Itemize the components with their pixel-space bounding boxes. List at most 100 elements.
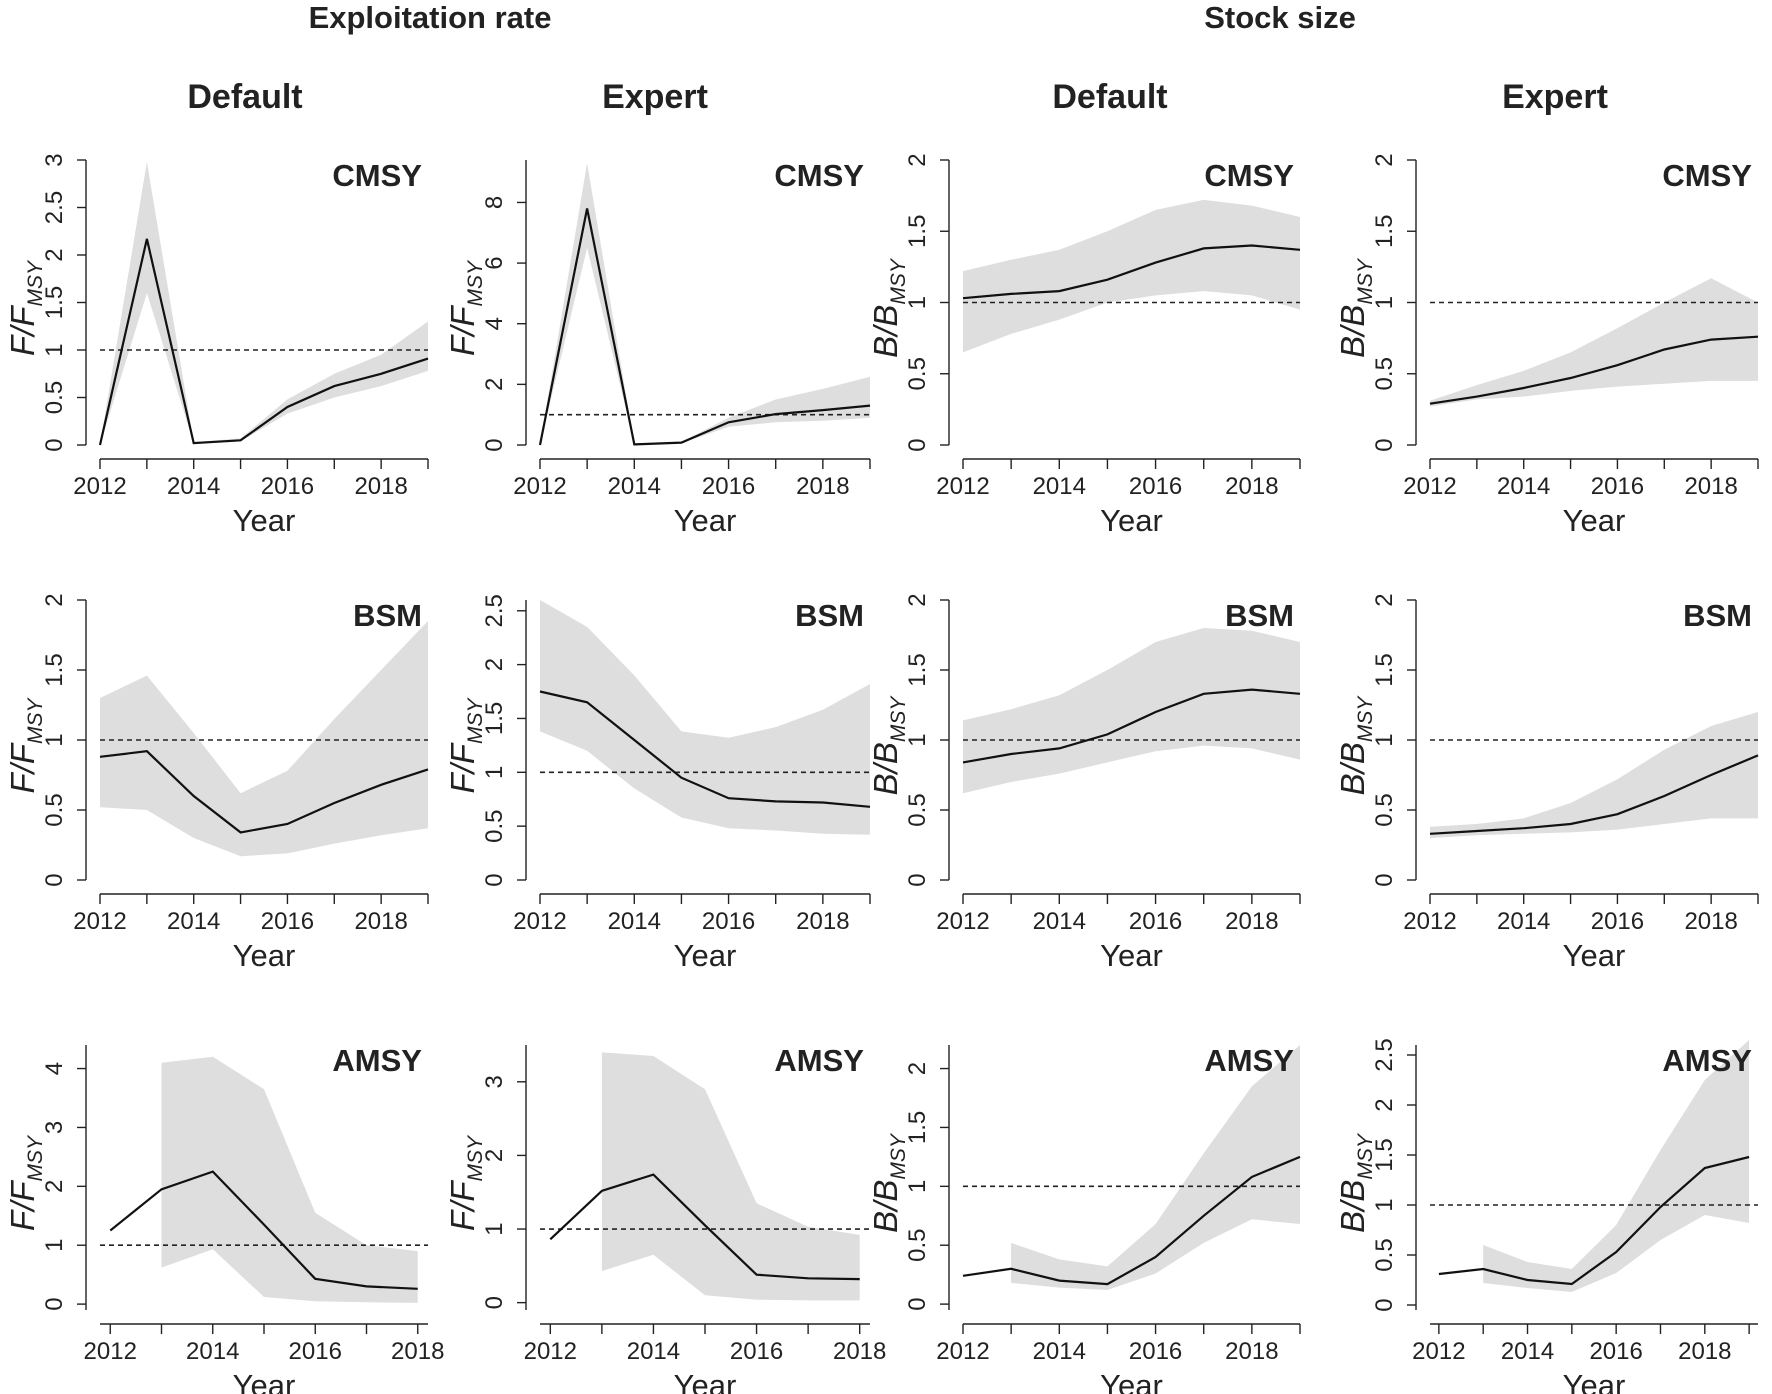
x-tick-label: 2018: [1678, 1338, 1731, 1365]
section-title-stock-size: Stock size: [1204, 0, 1356, 35]
y-tick-label: 1.5: [904, 215, 931, 248]
y-axis-title-main: F/F: [444, 1180, 481, 1231]
x-tick-label: 2012: [936, 473, 989, 500]
y-axis-title-subscript: MSY: [24, 1134, 47, 1182]
y-tick-label: 1: [904, 733, 931, 746]
y-tick-label: 1.5: [1371, 215, 1398, 248]
y-tick-label: 0.5: [41, 793, 68, 826]
y-tick-label: 2: [41, 1180, 68, 1193]
y-axis-title-main: F/F: [4, 305, 41, 356]
x-tick-label: 2014: [608, 473, 661, 500]
median-line: [1429, 754, 1759, 835]
y-tick-label: 1.5: [41, 286, 68, 319]
y-axis-title-subscript: MSY: [1354, 1132, 1377, 1180]
y-axis-title-main: B/B: [867, 305, 904, 358]
y-axis-title-main: B/B: [867, 742, 904, 795]
panel-exploitation-default-bsm: 2012 2014 2016 2018 0 0.5 1 1.5 2 F/FMSY Year BSM: [4, 593, 429, 973]
y-axis-title-main: B/B: [1334, 305, 1371, 358]
y-axis-title-subscript: MSY: [1354, 257, 1377, 305]
median-line: [1429, 335, 1759, 405]
y-axis-title-main: F/F: [444, 742, 481, 793]
y-tick-label: 2: [41, 593, 68, 606]
y-tick-label: 0: [481, 873, 508, 886]
y-tick-label: 0: [904, 1297, 931, 1310]
y-tick-label: 3: [481, 1075, 508, 1088]
y-axis-title: F/FMSY: [4, 259, 47, 356]
confidence-band: [1430, 278, 1758, 407]
x-axis-title: Year: [233, 1368, 296, 1394]
y-axis-title-main: B/B: [1334, 1180, 1371, 1233]
median-line: [98, 238, 429, 446]
panel-label-cmsy: CMSY: [774, 158, 864, 193]
panel-stock-default-bsm: 2012 2014 2016 2018 0 0.5 1 1.5 2 B/BMSY Year BSM: [867, 593, 1301, 973]
panel-exploitation-expert-cmsy: 2012 2014 2016 2018 0 2 4 6 8 F/FMSY Year CMSY: [444, 158, 871, 538]
y-tick-label: 3: [41, 1121, 68, 1134]
y-tick-label: 0: [1371, 438, 1398, 451]
y-axis-title-main: F/F: [4, 742, 41, 793]
y-tick-label: 1: [904, 296, 931, 309]
x-axis-title: Year: [1563, 503, 1626, 538]
x-tick-label: 2016: [702, 473, 755, 500]
x-axis-title: Year: [1563, 1368, 1626, 1394]
x-tick-label: 2016: [1589, 1338, 1642, 1365]
y-axis-title: F/FMSY: [4, 1134, 47, 1231]
y-axis-title: F/FMSY: [4, 697, 47, 794]
median-line: [962, 1155, 1301, 1286]
panel-label-amsy: AMSY: [774, 1043, 864, 1078]
column-title-stock-default: Default: [1052, 78, 1168, 116]
confidence-band: [1011, 1045, 1300, 1290]
y-tick-label: 1: [481, 766, 508, 779]
y-axis-title-subscript: MSY: [464, 259, 487, 307]
panel-label-amsy: AMSY: [1662, 1043, 1752, 1078]
x-tick-label: 2016: [1591, 473, 1644, 500]
x-tick-label: 2018: [1225, 1338, 1278, 1365]
y-tick-label: 3: [41, 153, 68, 166]
y-tick-label: 2: [481, 658, 508, 671]
y-tick-label: 1: [904, 1180, 931, 1193]
y-tick-label: 0.5: [1371, 357, 1398, 390]
x-tick-label: 2018: [796, 473, 849, 500]
panel-label-bsm: BSM: [795, 598, 864, 633]
y-tick-label: 0: [1371, 873, 1398, 886]
y-tick-label: 0.5: [1371, 1238, 1398, 1271]
y-tick-label: 0.5: [904, 1229, 931, 1262]
median-line: [109, 1170, 418, 1290]
section-title-exploitation: Exploitation rate: [308, 0, 552, 35]
x-tick-label: 2014: [186, 1338, 239, 1365]
y-tick-label: 2: [904, 153, 931, 166]
confidence-band: [1483, 1040, 1750, 1292]
y-tick-label: 0: [481, 1296, 508, 1309]
y-axis-title-subscript: MSY: [887, 257, 910, 305]
confidence-band: [540, 600, 870, 835]
y-tick-label: 4: [481, 317, 508, 330]
y-tick-label: 2: [1371, 1098, 1398, 1111]
x-tick-label: 2016: [1129, 908, 1182, 935]
x-tick-label: 2012: [1403, 908, 1456, 935]
median-line: [549, 1173, 860, 1281]
y-tick-label: 1.5: [41, 653, 68, 686]
panel-label-bsm: BSM: [353, 598, 422, 633]
y-tick-label: 2: [1371, 153, 1398, 166]
x-tick-label: 2018: [1684, 473, 1737, 500]
y-tick-label: 0: [904, 873, 931, 886]
x-tick-label: 2018: [391, 1338, 444, 1365]
x-tick-label: 2014: [1033, 1338, 1086, 1365]
column-title-exploitation-expert: Expert: [602, 78, 708, 116]
y-tick-label: 2: [481, 378, 508, 391]
x-tick-label: 2018: [1225, 908, 1278, 935]
y-tick-label: 2: [1371, 593, 1398, 606]
y-tick-label: 1: [1371, 296, 1398, 309]
x-tick-label: 2014: [1497, 908, 1550, 935]
y-axis-title: F/FMSY: [444, 697, 487, 794]
y-tick-label: 0.5: [481, 809, 508, 842]
x-tick-label: 2018: [796, 908, 849, 935]
confidence-band: [540, 163, 870, 445]
x-axis-title: Year: [674, 1368, 737, 1394]
y-axis-title-subscript: MSY: [24, 259, 47, 307]
y-axis-title-subscript: MSY: [464, 1134, 487, 1182]
x-axis-title: Year: [674, 503, 737, 538]
y-axis-title: B/BMSY: [867, 695, 910, 796]
panel-stock-expert-amsy: 2012 2014 2016 2018 0 0.5 1 1.5 2 2.5 B/BMSY Year AM…: [1334, 1038, 1758, 1394]
y-tick-label: 1: [481, 1222, 508, 1235]
median-line: [538, 208, 871, 446]
